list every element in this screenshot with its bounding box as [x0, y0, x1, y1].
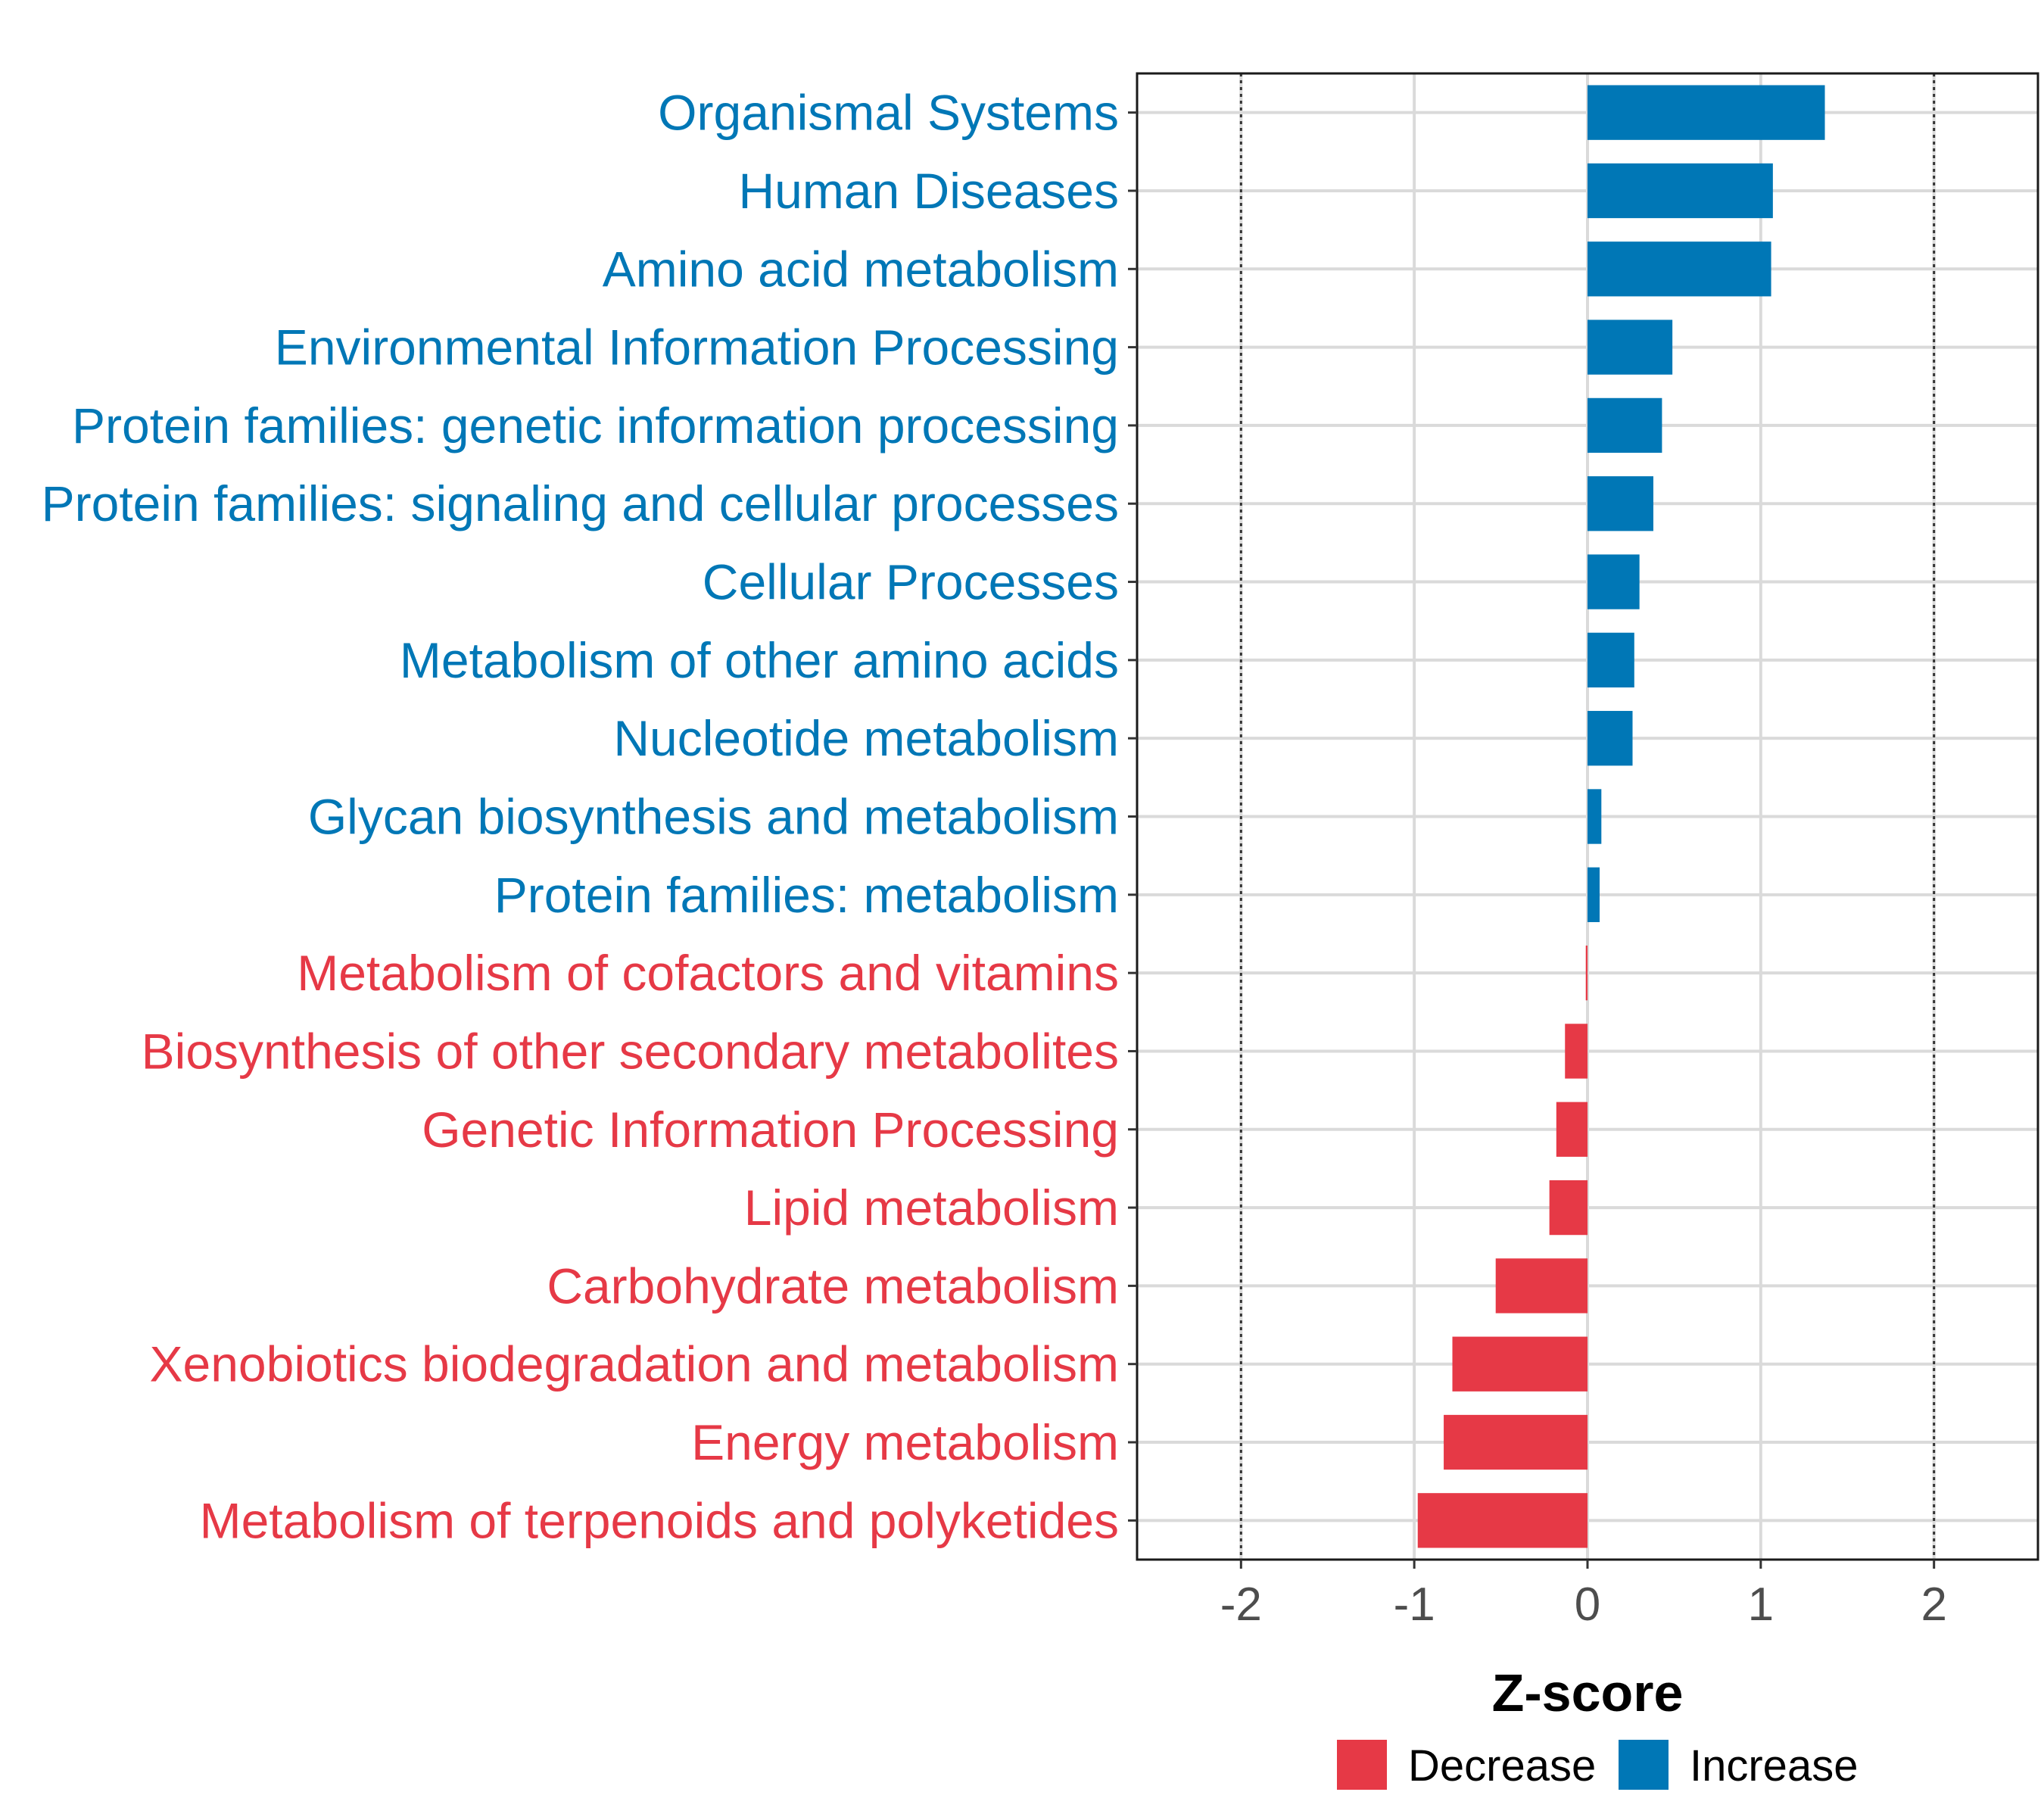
category-label: Amino acid metabolism	[603, 241, 1119, 297]
bar-decrease	[1585, 945, 1588, 1001]
bar-increase	[1588, 632, 1634, 688]
category-label: Glycan biosynthesis and metabolism	[308, 789, 1119, 845]
bar-increase	[1588, 867, 1600, 922]
x-tick-label: 0	[1575, 1579, 1600, 1631]
legend-key-increase	[1619, 1740, 1669, 1790]
category-label: Biosynthesis of other secondary metaboli…	[142, 1023, 1119, 1079]
bar-increase	[1588, 554, 1640, 609]
bar-decrease	[1565, 1024, 1588, 1079]
category-labels: Organismal Systems Human Diseases Amino ac…	[42, 85, 1119, 1549]
category-label: Carbohydrate metabolism	[547, 1258, 1119, 1314]
bar-increase	[1588, 163, 1773, 219]
bar-increase	[1588, 476, 1653, 531]
category-label: Metabolism of other amino acids	[400, 632, 1119, 688]
category-label: Metabolism of cofactors and vitamins	[297, 945, 1119, 1001]
category-label: Protein families: signaling and cellular…	[42, 475, 1119, 531]
x-tick-labels: -2 -1 0 1 2	[1220, 1579, 1947, 1631]
bar-increase	[1588, 85, 1825, 140]
category-label: Environmental Information Processing	[275, 319, 1119, 376]
bars	[1417, 85, 1825, 1548]
category-label: Lipid metabolism	[744, 1180, 1119, 1236]
axis-ticks	[1128, 111, 1936, 1569]
bar-decrease	[1495, 1258, 1588, 1314]
category-label: Human Diseases	[738, 163, 1119, 219]
category-label: Xenobiotics biodegradation and metabolis…	[150, 1336, 1120, 1392]
bar-increase	[1588, 711, 1633, 766]
category-label: Energy metabolism	[691, 1414, 1119, 1470]
x-tick-label: 1	[1748, 1579, 1774, 1631]
bar-decrease	[1556, 1102, 1588, 1157]
category-label: Protein families: metabolism	[494, 867, 1119, 923]
category-label: Nucleotide metabolism	[613, 710, 1119, 766]
x-axis-title: Z-score	[1492, 1663, 1684, 1722]
legend-label-decrease: Decrease	[1408, 1741, 1596, 1791]
legend-label-increase: Increase	[1690, 1741, 1858, 1791]
bar-decrease	[1417, 1493, 1588, 1548]
bar-decrease	[1444, 1414, 1588, 1470]
x-tick-label: -2	[1220, 1579, 1262, 1631]
bar-decrease	[1452, 1336, 1588, 1392]
bar-increase	[1588, 789, 1602, 844]
bar-increase	[1588, 242, 1771, 297]
bar-increase	[1588, 397, 1662, 453]
category-label: Protein families: genetic information pr…	[72, 397, 1119, 453]
category-label: Cellular Processes	[703, 554, 1119, 610]
x-tick-label: 2	[1921, 1579, 1946, 1631]
reference-lines	[1239, 73, 1936, 1560]
category-label: Organismal Systems	[658, 85, 1119, 141]
legend: Decrease Increase	[1337, 1740, 1858, 1791]
category-label: Genetic Information Processing	[422, 1102, 1119, 1158]
bar-decrease	[1549, 1180, 1588, 1236]
bar-increase	[1588, 319, 1673, 375]
legend-key-decrease	[1337, 1740, 1387, 1790]
category-label: Metabolism of terpenoids and polyketides	[200, 1492, 1119, 1548]
x-tick-label: -1	[1394, 1579, 1435, 1631]
